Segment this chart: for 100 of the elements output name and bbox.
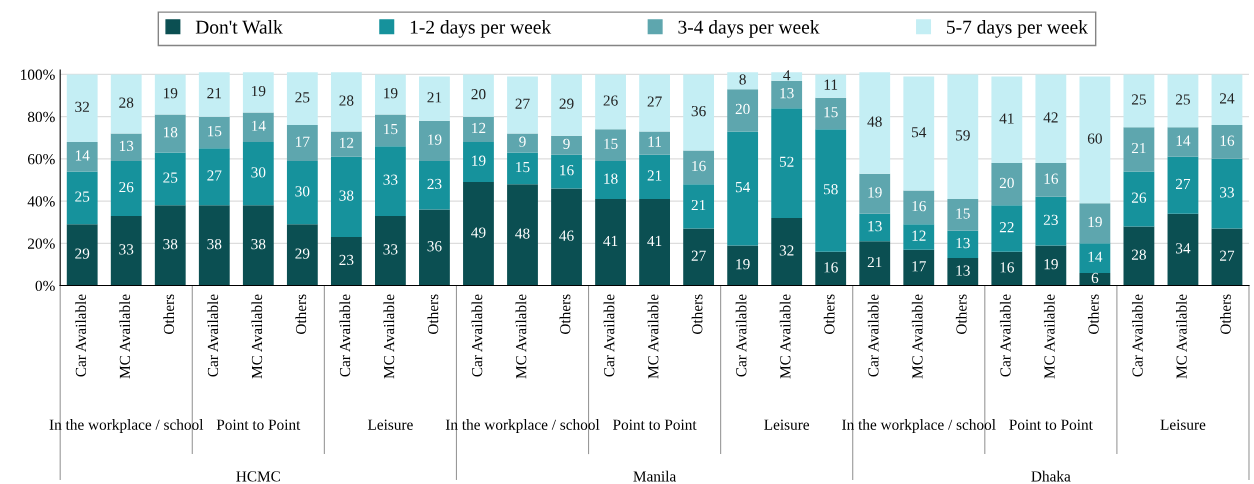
bar	[903, 76, 935, 191]
bar	[727, 245, 759, 286]
data-label: 18	[163, 127, 178, 138]
data-label: 20	[471, 89, 486, 100]
data-label: 21	[427, 92, 442, 103]
x-tick-label: Others	[559, 294, 571, 334]
data-label: 58	[823, 184, 838, 195]
x-tick-label: MC Available	[1176, 294, 1187, 379]
bar	[330, 72, 362, 132]
data-label: 25	[295, 92, 310, 103]
bar	[991, 76, 1023, 164]
x-tick-label: Others	[691, 294, 703, 334]
bar	[419, 120, 450, 161]
data-label: 36	[427, 241, 442, 252]
data-label: 16	[1220, 135, 1235, 146]
data-label: 20	[999, 177, 1014, 189]
data-label: 26	[1131, 192, 1147, 203]
data-label: 15	[208, 126, 222, 137]
text: Manila	[633, 470, 677, 482]
data-label: 19	[163, 88, 178, 99]
data-label: 28	[339, 95, 354, 106]
bar	[947, 230, 979, 259]
data-label: 48	[515, 228, 530, 239]
legend-label: 5-7 days per week	[947, 20, 1088, 38]
bar	[1211, 125, 1243, 159]
bar	[1123, 171, 1155, 227]
bar	[771, 80, 803, 109]
data-label: 13	[956, 237, 970, 249]
bar	[815, 97, 847, 130]
bar	[286, 224, 318, 286]
bar	[1167, 74, 1199, 128]
data-label: 38	[251, 238, 266, 250]
data-label: 52	[779, 156, 794, 167]
bar	[683, 228, 715, 286]
bar	[639, 198, 670, 286]
data-label: 29	[295, 248, 310, 259]
data-label: 26	[119, 181, 134, 193]
bar	[903, 224, 935, 250]
bar	[154, 74, 186, 115]
bar	[198, 116, 230, 149]
data-label: 34	[1176, 243, 1191, 254]
x-tick-label: MC Available	[1043, 294, 1055, 379]
data-label: 19	[1088, 216, 1102, 228]
data-label: 16	[912, 200, 926, 212]
data-label: 4	[783, 70, 791, 81]
legend-label: Don't Walk	[195, 20, 283, 34]
bar	[286, 72, 318, 126]
bar	[551, 188, 582, 286]
x-tick-label: MC Available	[779, 294, 791, 379]
data-label: 19	[428, 134, 442, 145]
text: Dhaka	[1031, 470, 1071, 482]
bar	[330, 156, 362, 237]
bar	[683, 150, 715, 185]
bar	[1079, 243, 1111, 273]
bar	[1211, 74, 1243, 126]
bar	[1035, 196, 1067, 246]
data-label: 15	[604, 138, 618, 149]
bar	[198, 72, 230, 117]
x-tick-label: Others	[955, 294, 967, 334]
data-label: 38	[339, 190, 354, 201]
bar	[507, 133, 538, 153]
bar	[286, 160, 318, 225]
bar	[639, 154, 670, 199]
data-label: 13	[956, 265, 970, 276]
bar	[154, 152, 186, 206]
data-label: 15	[384, 123, 398, 135]
bar	[463, 74, 494, 117]
data-label: 21	[207, 88, 222, 99]
data-label: 15	[956, 208, 970, 219]
bar	[507, 76, 538, 134]
data-label: 19	[736, 259, 750, 270]
bar	[110, 133, 142, 161]
data-label: 16	[692, 160, 706, 172]
x-tick-label: MC Available	[383, 294, 395, 379]
data-label: 23	[427, 178, 442, 190]
data-label: 14	[1088, 251, 1103, 262]
bar	[419, 76, 450, 121]
bar	[1079, 76, 1111, 204]
data-label: 11	[648, 136, 662, 147]
data-label: 12	[472, 122, 486, 133]
bar	[463, 141, 494, 183]
bar	[991, 205, 1023, 252]
data-label: 41	[647, 235, 662, 246]
bar	[242, 112, 274, 142]
x-tick-label: Others	[163, 294, 175, 334]
bar	[727, 72, 759, 90]
data-label: 25	[1131, 94, 1146, 105]
x-tick-label: Others	[295, 294, 307, 334]
text: In the workplace / school	[49, 419, 204, 433]
data-label: 19	[252, 85, 266, 97]
data-label: 28	[119, 97, 134, 108]
y-tick-label: 0%	[35, 280, 55, 292]
data-label: 32	[779, 245, 794, 256]
bar	[727, 131, 759, 246]
data-label: 26	[603, 95, 618, 106]
bar	[991, 251, 1023, 286]
bar	[330, 131, 362, 157]
x-tick-label: Others	[1220, 294, 1231, 334]
bar	[375, 215, 406, 286]
x-tick-label: MC Available	[119, 294, 131, 379]
